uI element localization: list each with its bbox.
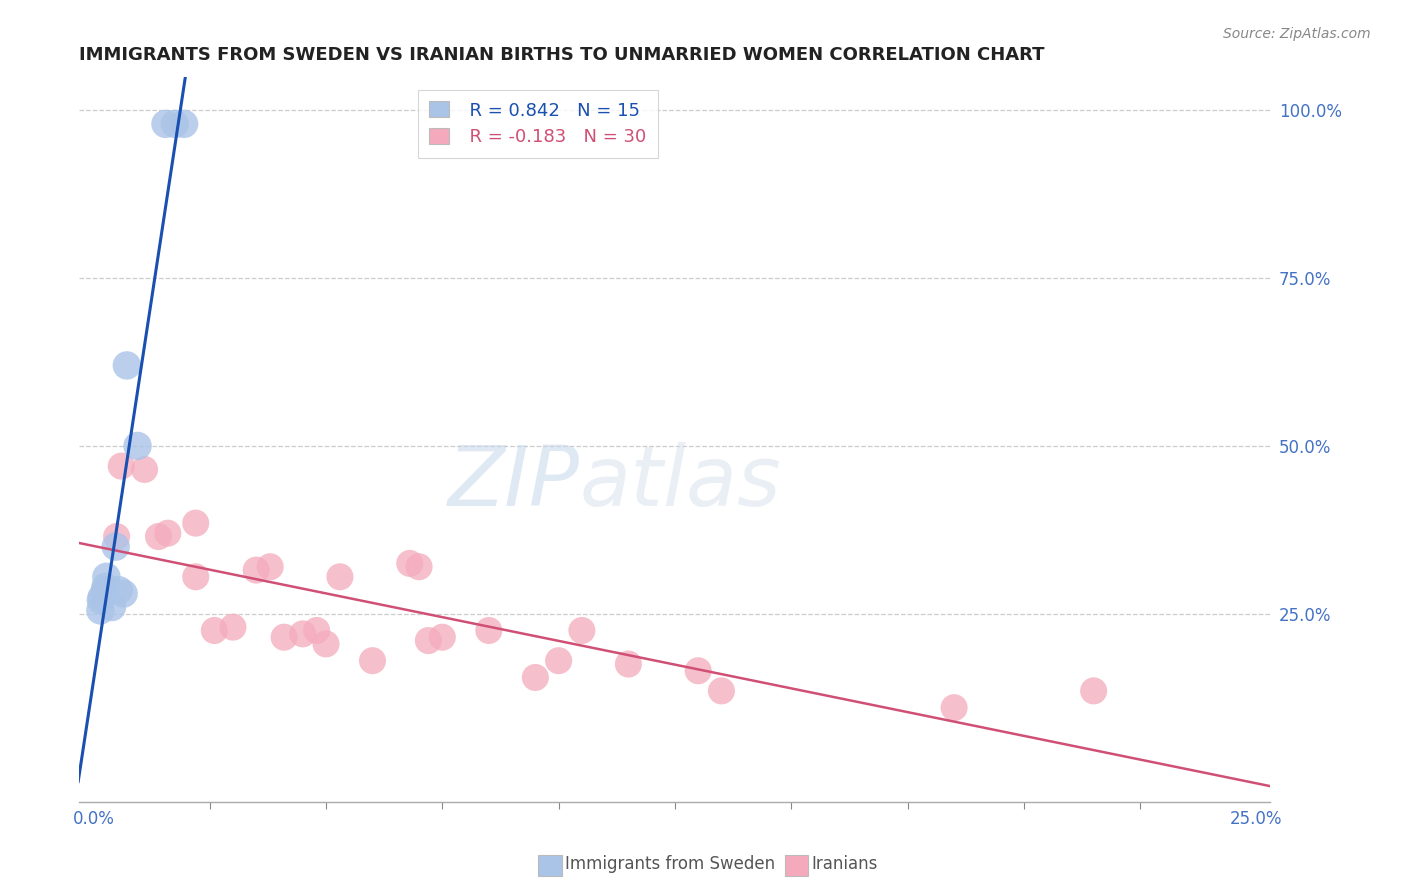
Point: [156, 526, 179, 541]
Point: [571, 624, 593, 638]
Text: IMMIGRANTS FROM SWEDEN VS IRANIAN BIRTHS TO UNMARRIED WOMEN CORRELATION CHART: IMMIGRANTS FROM SWEDEN VS IRANIAN BIRTHS…: [79, 46, 1045, 64]
Point: [155, 117, 177, 131]
Point: [110, 459, 132, 474]
Point: [94, 583, 117, 598]
Point: [101, 599, 124, 614]
Point: [105, 530, 128, 544]
Point: [408, 559, 430, 574]
Point: [173, 117, 195, 131]
Point: [273, 630, 295, 644]
Point: [617, 657, 640, 671]
Point: [222, 620, 245, 634]
Point: [432, 630, 454, 644]
Point: [361, 654, 384, 668]
Point: [108, 583, 131, 598]
Point: [478, 624, 501, 638]
Point: [259, 559, 281, 574]
Legend:   R = 0.842   N = 15,   R = -0.183   N = 30: R = 0.842 N = 15, R = -0.183 N = 30: [418, 89, 658, 158]
Point: [96, 570, 118, 584]
Point: [90, 593, 112, 607]
Point: [524, 670, 547, 684]
Text: ZIP: ZIP: [447, 442, 579, 524]
Point: [418, 633, 440, 648]
Point: [245, 563, 267, 577]
Point: [398, 557, 420, 571]
Point: [163, 117, 186, 131]
Point: [184, 570, 207, 584]
Point: [90, 590, 112, 604]
Text: Iranians: Iranians: [811, 855, 877, 873]
Point: [127, 439, 149, 453]
Point: [115, 359, 138, 373]
Point: [547, 654, 569, 668]
Point: [943, 700, 966, 714]
Point: [305, 624, 328, 638]
Point: [688, 664, 710, 678]
Text: Source: ZipAtlas.com: Source: ZipAtlas.com: [1223, 27, 1371, 41]
Point: [94, 580, 117, 594]
Point: [202, 624, 225, 638]
Point: [184, 516, 207, 530]
Point: [1083, 684, 1105, 698]
Point: [112, 586, 135, 600]
Point: [710, 684, 733, 698]
Text: Immigrants from Sweden: Immigrants from Sweden: [565, 855, 775, 873]
Point: [104, 540, 127, 554]
Point: [89, 603, 111, 617]
Point: [291, 627, 314, 641]
Point: [329, 570, 352, 584]
Point: [315, 637, 337, 651]
Point: [134, 462, 156, 476]
Point: [148, 530, 170, 544]
Text: atlas: atlas: [579, 442, 782, 524]
